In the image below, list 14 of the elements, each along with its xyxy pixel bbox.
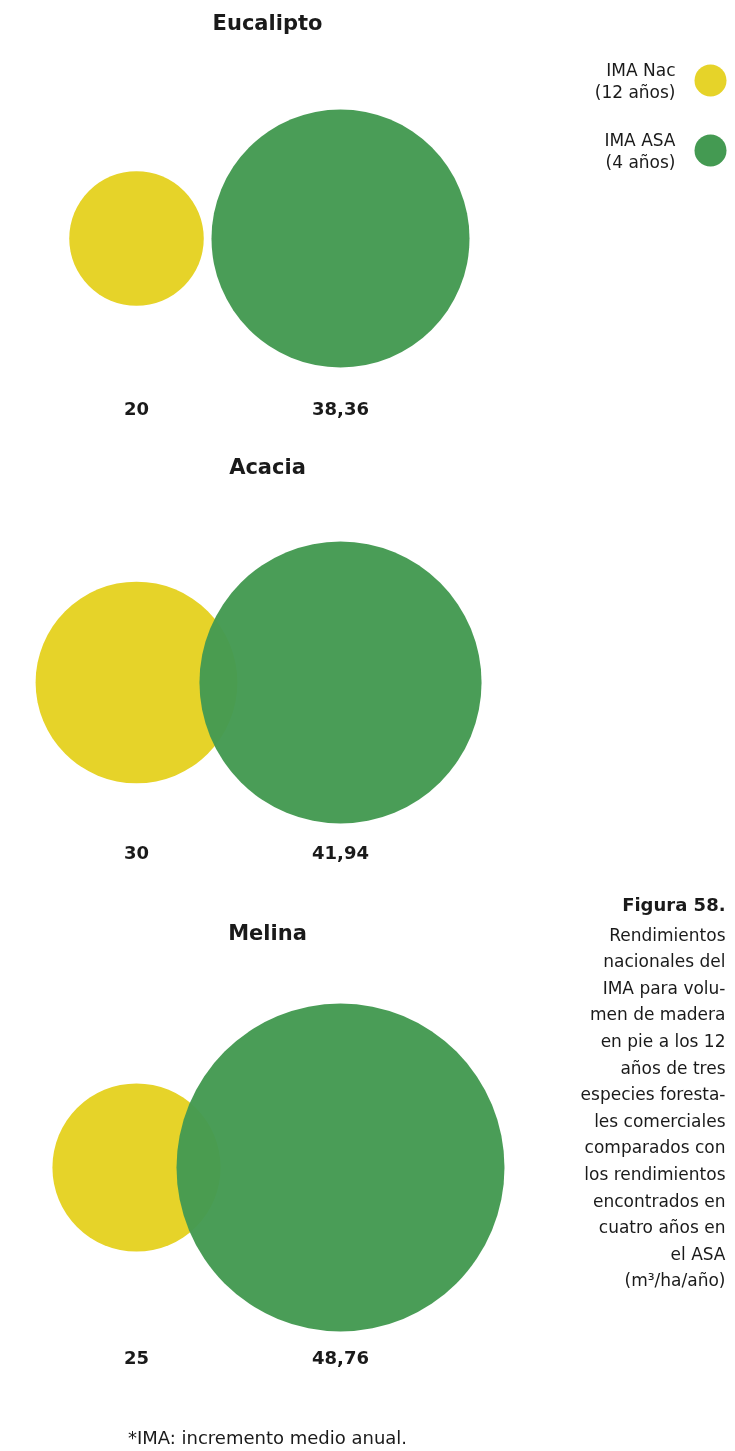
data-label: 38,36 — [312, 398, 369, 419]
text: IMA ASA (4 años) — [604, 129, 676, 172]
text: Eucalipto — [212, 10, 323, 35]
data-label: 30 — [123, 842, 150, 863]
text: Melina — [228, 920, 307, 945]
text: Acacia — [229, 454, 306, 479]
data-label: 20 — [123, 398, 150, 419]
text: *IMA: incremento medio anual. — [127, 1427, 408, 1448]
text: Figura 58. — [622, 894, 726, 915]
text: IMA Nac (12 años) — [594, 59, 676, 102]
data-label: 41,94 — [312, 842, 369, 863]
data-label: 48,76 — [312, 1347, 369, 1368]
text: Rendimientos nacionales del IMA para volu- men de madera en pie a los 12 años de tres especies foresta- les comerciales comparados con los rendimientos encontrados en cuatro años en el ASA (m³/ha/año) — [580, 924, 726, 1291]
data-label: 25 — [123, 1347, 150, 1368]
